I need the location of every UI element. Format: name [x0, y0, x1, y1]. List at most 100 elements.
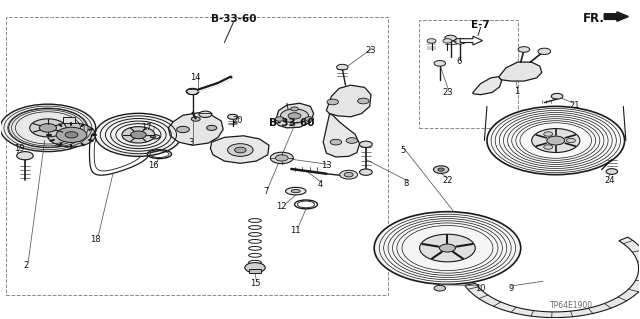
Circle shape [551, 93, 563, 99]
Circle shape [360, 141, 372, 147]
Circle shape [538, 48, 550, 55]
Polygon shape [211, 136, 269, 163]
Text: 18: 18 [90, 235, 101, 244]
Circle shape [337, 64, 348, 70]
Polygon shape [460, 36, 483, 45]
Circle shape [434, 61, 445, 66]
Circle shape [270, 152, 293, 164]
Circle shape [275, 117, 284, 121]
Circle shape [440, 244, 456, 252]
Circle shape [47, 123, 96, 147]
Polygon shape [326, 85, 371, 117]
Circle shape [374, 212, 521, 285]
Ellipse shape [285, 187, 306, 195]
Circle shape [9, 108, 87, 147]
Text: 3: 3 [189, 137, 194, 147]
Circle shape [358, 98, 369, 104]
Text: 12: 12 [276, 203, 287, 211]
Circle shape [245, 263, 265, 273]
Polygon shape [323, 114, 360, 157]
Circle shape [360, 169, 372, 175]
Circle shape [346, 138, 358, 143]
Circle shape [0, 104, 96, 152]
Polygon shape [275, 103, 314, 128]
Text: B-33-60: B-33-60 [211, 14, 257, 24]
Circle shape [280, 109, 308, 123]
Circle shape [95, 113, 182, 156]
Text: 24: 24 [605, 175, 615, 185]
Circle shape [434, 286, 445, 291]
Circle shape [518, 47, 530, 52]
Text: 23: 23 [442, 88, 452, 97]
Circle shape [288, 113, 301, 119]
Polygon shape [168, 113, 223, 145]
Polygon shape [499, 62, 541, 81]
Circle shape [344, 173, 353, 177]
Text: 5: 5 [400, 145, 406, 154]
Text: 1: 1 [514, 87, 519, 96]
FancyArrow shape [604, 12, 628, 21]
Text: 19: 19 [14, 144, 24, 153]
Circle shape [275, 155, 288, 161]
Text: 6: 6 [456, 57, 461, 66]
Text: 17: 17 [141, 123, 152, 132]
Text: 20: 20 [232, 116, 243, 125]
Text: FR.: FR. [583, 12, 605, 25]
Circle shape [454, 38, 466, 44]
Circle shape [235, 147, 246, 153]
Text: 2: 2 [23, 261, 28, 270]
Circle shape [420, 234, 476, 262]
Circle shape [39, 123, 56, 132]
Text: 13: 13 [321, 161, 332, 170]
Circle shape [433, 166, 449, 174]
Text: 11: 11 [291, 226, 301, 235]
Circle shape [606, 169, 618, 174]
Bar [6, 17, 388, 295]
Circle shape [327, 99, 339, 105]
Circle shape [566, 138, 575, 143]
Text: 4: 4 [317, 180, 323, 189]
Ellipse shape [146, 135, 160, 139]
Circle shape [186, 88, 199, 95]
Text: TP64E1900: TP64E1900 [550, 301, 593, 310]
Circle shape [443, 39, 452, 43]
Text: 15: 15 [250, 279, 260, 288]
Circle shape [191, 117, 200, 121]
Ellipse shape [150, 136, 156, 138]
Circle shape [228, 114, 238, 119]
Text: 23: 23 [365, 46, 376, 55]
Bar [63, 117, 75, 122]
Polygon shape [465, 237, 640, 318]
Text: B-33-60: B-33-60 [269, 118, 314, 128]
Circle shape [427, 39, 436, 43]
Circle shape [340, 170, 358, 179]
Circle shape [305, 117, 314, 121]
Bar [248, 269, 261, 273]
Circle shape [487, 106, 625, 175]
Circle shape [445, 35, 456, 41]
Text: E-7: E-7 [471, 20, 490, 30]
Circle shape [207, 125, 217, 130]
Circle shape [29, 119, 66, 137]
Circle shape [17, 152, 33, 160]
Circle shape [122, 127, 155, 143]
Circle shape [544, 132, 553, 136]
Text: 8: 8 [403, 179, 409, 188]
Text: 14: 14 [191, 73, 201, 82]
Circle shape [131, 131, 146, 139]
Circle shape [228, 144, 253, 156]
Text: 22: 22 [442, 175, 452, 185]
Circle shape [291, 107, 298, 111]
Text: 16: 16 [148, 161, 158, 170]
Text: 10: 10 [476, 284, 486, 293]
Circle shape [177, 126, 189, 133]
Polygon shape [473, 77, 502, 95]
Circle shape [56, 127, 87, 142]
Circle shape [199, 111, 212, 117]
Text: 21: 21 [570, 100, 580, 110]
Ellipse shape [291, 189, 300, 193]
Circle shape [547, 136, 564, 145]
Circle shape [330, 139, 342, 145]
Circle shape [544, 145, 553, 149]
Text: 7: 7 [263, 187, 269, 196]
